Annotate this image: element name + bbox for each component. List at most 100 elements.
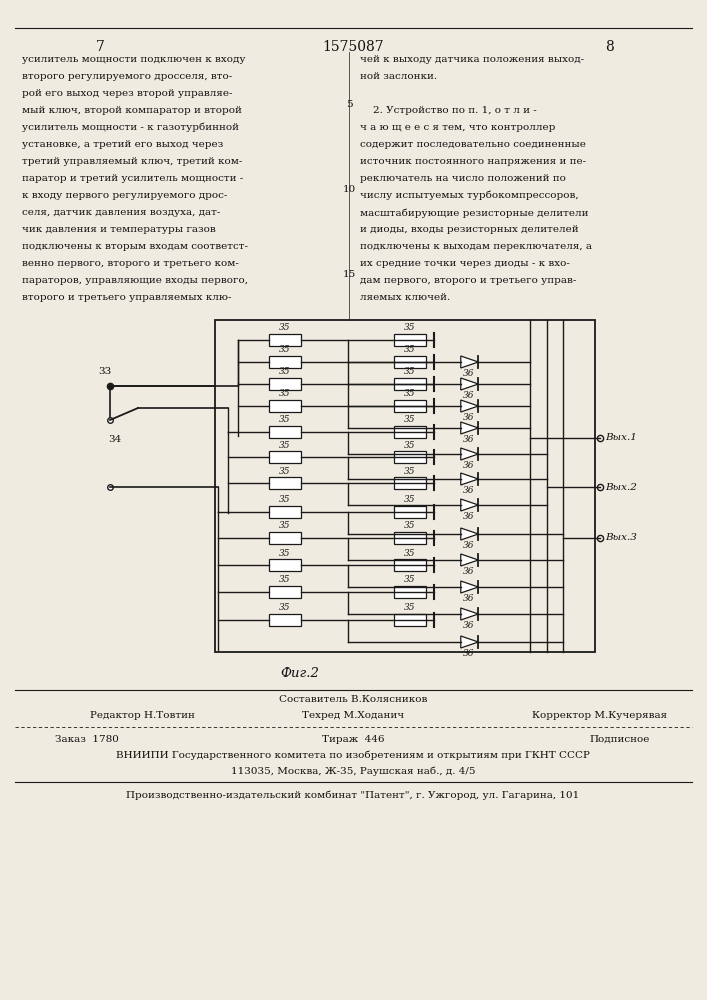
Polygon shape bbox=[461, 554, 479, 566]
Text: 35: 35 bbox=[279, 324, 291, 332]
Text: источник постоянного напряжения и пе-: источник постоянного напряжения и пе- bbox=[360, 157, 586, 166]
Text: 35: 35 bbox=[404, 548, 416, 558]
Text: мый ключ, второй компаратор и второй: мый ключ, второй компаратор и второй bbox=[22, 106, 242, 115]
Bar bbox=[269, 586, 301, 598]
Text: 35: 35 bbox=[279, 367, 291, 376]
Text: 36: 36 bbox=[463, 621, 474, 630]
Bar bbox=[269, 451, 301, 463]
Text: 34: 34 bbox=[108, 435, 121, 444]
Text: 36: 36 bbox=[463, 541, 474, 550]
Bar bbox=[269, 559, 301, 571]
Text: Фиг.2: Фиг.2 bbox=[281, 667, 320, 680]
Text: 35: 35 bbox=[404, 416, 416, 424]
Text: ВНИИПИ Государственного комитета по изобретениям и открытиям при ГКНТ СССР: ВНИИПИ Государственного комитета по изоб… bbox=[116, 751, 590, 760]
Text: масштабирующие резисторные делители: масштабирующие резисторные делители bbox=[360, 208, 588, 218]
Bar bbox=[394, 400, 426, 412]
Text: 35: 35 bbox=[404, 495, 416, 504]
Text: 35: 35 bbox=[404, 466, 416, 476]
Text: установке, а третий его выход через: установке, а третий его выход через bbox=[22, 140, 223, 149]
Text: 36: 36 bbox=[463, 486, 474, 495]
Text: 35: 35 bbox=[404, 389, 416, 398]
Text: чик давления и температуры газов: чик давления и температуры газов bbox=[22, 225, 216, 234]
Text: венно первого, второго и третьего ком-: венно первого, второго и третьего ком- bbox=[22, 259, 239, 268]
Text: Вых.3: Вых.3 bbox=[605, 534, 637, 542]
Text: 8: 8 bbox=[606, 40, 614, 54]
Text: 35: 35 bbox=[279, 495, 291, 504]
Text: 35: 35 bbox=[279, 346, 291, 355]
Text: 35: 35 bbox=[279, 389, 291, 398]
Text: 36: 36 bbox=[463, 413, 474, 422]
Text: Заказ  1780: Заказ 1780 bbox=[55, 735, 119, 744]
Text: 36: 36 bbox=[463, 594, 474, 603]
Polygon shape bbox=[461, 636, 479, 648]
Text: второго и третьего управляемых клю-: второго и третьего управляемых клю- bbox=[22, 293, 231, 302]
Text: паратор и третий усилитель мощности -: паратор и третий усилитель мощности - bbox=[22, 174, 243, 183]
Bar bbox=[394, 334, 426, 346]
Text: Вых.1: Вых.1 bbox=[605, 434, 637, 442]
Text: Составитель В.Колясников: Составитель В.Колясников bbox=[279, 695, 427, 704]
Text: 15: 15 bbox=[342, 270, 356, 279]
Text: числу испытуемых турбокомпрессоров,: числу испытуемых турбокомпрессоров, bbox=[360, 191, 578, 200]
Text: 36: 36 bbox=[463, 649, 474, 658]
Text: ляемых ключей.: ляемых ключей. bbox=[360, 293, 450, 302]
Polygon shape bbox=[461, 400, 479, 412]
Text: 35: 35 bbox=[404, 346, 416, 355]
Text: Техред М.Ходанич: Техред М.Ходанич bbox=[302, 711, 404, 720]
Polygon shape bbox=[461, 528, 479, 540]
Text: и диоды, входы резисторных делителей: и диоды, входы резисторных делителей bbox=[360, 225, 578, 234]
Text: 35: 35 bbox=[279, 576, 291, 584]
Polygon shape bbox=[461, 581, 479, 593]
Bar bbox=[394, 586, 426, 598]
Text: к входу первого регулируемого дрос-: к входу первого регулируемого дрос- bbox=[22, 191, 228, 200]
Text: Подписное: Подписное bbox=[590, 735, 650, 744]
Text: 2. Устройство по п. 1, о т л и -: 2. Устройство по п. 1, о т л и - bbox=[360, 106, 537, 115]
Bar bbox=[394, 506, 426, 518]
Text: Тираж  446: Тираж 446 bbox=[322, 735, 384, 744]
Text: дам первого, второго и третьего управ-: дам первого, второго и третьего управ- bbox=[360, 276, 576, 285]
Text: 35: 35 bbox=[404, 440, 416, 450]
Text: 33: 33 bbox=[98, 367, 112, 376]
Text: ч а ю щ е е с я тем, что контроллер: ч а ю щ е е с я тем, что контроллер bbox=[360, 123, 556, 132]
Text: чей к выходу датчика положения выход-: чей к выходу датчика положения выход- bbox=[360, 55, 584, 64]
Bar bbox=[269, 400, 301, 412]
Bar bbox=[394, 378, 426, 390]
Text: 35: 35 bbox=[279, 440, 291, 450]
Text: 36: 36 bbox=[463, 369, 474, 378]
Text: 35: 35 bbox=[279, 416, 291, 424]
Text: их средние точки через диоды - к вхо-: их средние точки через диоды - к вхо- bbox=[360, 259, 570, 268]
Text: Корректор М.Кучерявая: Корректор М.Кучерявая bbox=[532, 711, 667, 720]
Text: 35: 35 bbox=[404, 367, 416, 376]
Bar bbox=[269, 426, 301, 438]
Text: 36: 36 bbox=[463, 512, 474, 521]
Bar bbox=[269, 614, 301, 626]
Text: 35: 35 bbox=[404, 603, 416, 612]
Bar bbox=[269, 378, 301, 390]
Text: 35: 35 bbox=[279, 548, 291, 558]
Text: рой его выход через второй управляе-: рой его выход через второй управляе- bbox=[22, 89, 233, 98]
Bar bbox=[269, 532, 301, 544]
Polygon shape bbox=[461, 473, 479, 485]
Bar bbox=[394, 532, 426, 544]
Text: 35: 35 bbox=[279, 522, 291, 530]
Text: Вых.2: Вых.2 bbox=[605, 483, 637, 491]
Text: содержит последовательно соединенные: содержит последовательно соединенные bbox=[360, 140, 586, 149]
Bar bbox=[394, 451, 426, 463]
Text: 35: 35 bbox=[404, 576, 416, 584]
Text: 1575087: 1575087 bbox=[322, 40, 384, 54]
Bar bbox=[394, 426, 426, 438]
Text: подключены к вторым входам соответст-: подключены к вторым входам соответст- bbox=[22, 242, 248, 251]
Bar bbox=[269, 334, 301, 346]
Text: 35: 35 bbox=[404, 324, 416, 332]
Text: усилитель мощности - к газотурбинной: усилитель мощности - к газотурбинной bbox=[22, 123, 239, 132]
Text: 36: 36 bbox=[463, 435, 474, 444]
Polygon shape bbox=[461, 608, 479, 620]
Text: 35: 35 bbox=[279, 603, 291, 612]
Bar bbox=[269, 356, 301, 368]
Text: Редактор Н.Товтин: Редактор Н.Товтин bbox=[90, 711, 195, 720]
Text: 5: 5 bbox=[346, 100, 352, 109]
Text: параторов, управляющие входы первого,: параторов, управляющие входы первого, bbox=[22, 276, 248, 285]
Text: ной заслонки.: ной заслонки. bbox=[360, 72, 437, 81]
Bar bbox=[394, 356, 426, 368]
Text: 36: 36 bbox=[463, 461, 474, 470]
Text: 35: 35 bbox=[404, 522, 416, 530]
